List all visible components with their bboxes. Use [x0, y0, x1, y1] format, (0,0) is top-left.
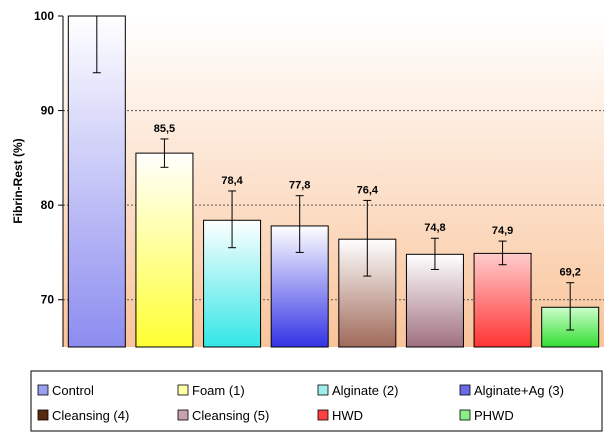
- legend-label: Alginate+Ag (3): [474, 383, 564, 398]
- legend-label: HWD: [332, 408, 363, 423]
- data-label: 77,8: [289, 180, 310, 192]
- data-label: 78,4: [221, 175, 243, 187]
- legend-swatch: [317, 409, 329, 421]
- legend-swatch: [37, 409, 49, 421]
- error-bars: [92, 15, 575, 331]
- data-label: 74,8: [424, 222, 445, 234]
- data-labels: 85,5 78,4 77,8 76,4 74,8 74,9 69,2: [154, 123, 581, 279]
- legend-swatch: [37, 384, 49, 396]
- legend-label: PHWD: [474, 408, 514, 423]
- data-label: 85,5: [154, 123, 175, 135]
- bars: [67, 15, 600, 348]
- y-tick-label: 90: [41, 104, 55, 118]
- legend-swatch: [459, 384, 471, 396]
- legend-swatch: [177, 384, 189, 396]
- legend-label: Control: [52, 383, 94, 398]
- data-label: 69,2: [559, 267, 580, 279]
- data-label: 74,9: [492, 225, 513, 237]
- legend-label: Cleansing (5): [192, 408, 269, 423]
- legend: Control Foam (1) Alginate (2) Alginate+Ag (…: [30, 370, 603, 432]
- legend-label: Cleansing (4): [52, 408, 129, 423]
- bar-alginate-ag-3: [270, 225, 329, 348]
- legend-swatch: [459, 409, 471, 421]
- y-tick-label: 70: [41, 293, 55, 307]
- y-axis-label: Fibrin-Rest (%): [11, 138, 25, 223]
- axes: 70 80 90 100: [34, 9, 64, 347]
- data-label: 76,4: [357, 184, 379, 196]
- legend-swatch: [317, 384, 329, 396]
- legend-label: Foam (1): [192, 383, 245, 398]
- bar-foam-1: [135, 152, 194, 348]
- y-tick-label: 80: [41, 198, 55, 212]
- legend-label: Alginate (2): [332, 383, 398, 398]
- legend-box: [30, 370, 603, 432]
- y-tick-label: 100: [34, 9, 54, 23]
- legend-swatch: [177, 409, 189, 421]
- bar-hwd: [473, 252, 532, 348]
- bar-cleansing-5: [405, 253, 464, 348]
